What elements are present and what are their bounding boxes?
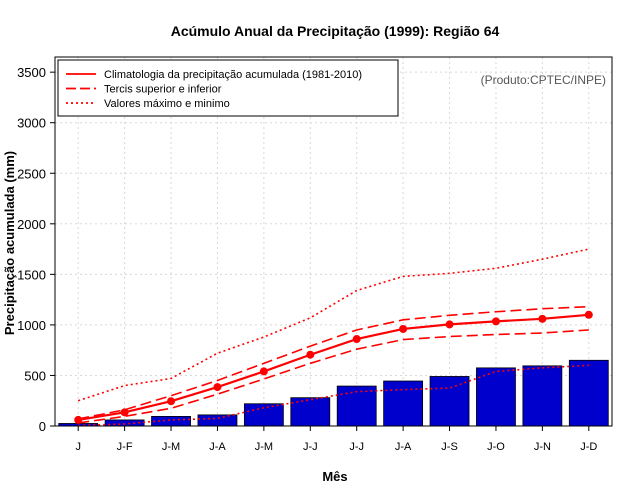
legend-entry-label: Climatologia da precipitação acumulada (… <box>104 69 362 81</box>
source-annotation: (Produto:CPTEC/INPE) <box>481 73 606 87</box>
y-tick-label: 1000 <box>17 318 46 333</box>
series-point <box>538 314 547 323</box>
y-tick-label: 500 <box>24 368 46 383</box>
legend-box <box>57 59 399 117</box>
x-tick-label: J-M <box>162 441 180 453</box>
bar <box>568 359 609 427</box>
series-point <box>259 367 268 376</box>
bar <box>243 403 284 427</box>
x-axis-label: Mês <box>322 469 347 484</box>
x-tick-label: J-O <box>487 441 505 453</box>
bar <box>476 367 516 427</box>
series-point <box>167 397 176 406</box>
bar <box>336 385 377 427</box>
series-point <box>399 324 408 333</box>
series-point <box>120 408 129 417</box>
legend-entry-label: Valores máximo e minimo <box>104 98 230 110</box>
bar <box>197 414 238 427</box>
series-point <box>306 350 315 359</box>
y-tick-label: 2000 <box>17 217 46 232</box>
y-tick-label: 2500 <box>17 166 46 181</box>
x-tick-label: J-S <box>441 441 458 453</box>
x-tick-label: J-J <box>349 441 364 453</box>
y-tick-label: 3000 <box>17 116 46 131</box>
legend-entry-label: Tercis superior e inferior <box>104 84 222 96</box>
line-series <box>74 248 593 427</box>
x-tick-label: J-J <box>303 441 318 453</box>
bar <box>522 365 563 427</box>
x-tick-label: J-M <box>255 441 273 453</box>
bar <box>429 376 470 427</box>
y-tick-label: 1500 <box>17 267 46 282</box>
x-tick-label: J <box>75 441 81 453</box>
series-point <box>491 317 500 326</box>
series-line-dashed <box>78 305 589 420</box>
series-point <box>352 335 361 344</box>
grid-lines <box>55 57 612 427</box>
x-tick-label: J-F <box>117 441 133 453</box>
plot-frame <box>54 56 613 427</box>
series-line-dashed <box>78 329 589 424</box>
x-tick-label: J-A <box>395 441 412 453</box>
y-axis-label: Precipitação acumulada (mm) <box>2 151 17 335</box>
series-line-solid <box>78 313 589 422</box>
series-point <box>213 383 222 392</box>
y-tick-label: 0 <box>39 419 46 434</box>
bar <box>383 380 424 427</box>
series-line-dotted <box>78 364 589 427</box>
bar <box>151 415 191 427</box>
x-tick-label: J-A <box>209 441 226 453</box>
series-point <box>584 310 593 319</box>
series-point <box>445 320 454 329</box>
series-line-dotted <box>77 248 589 402</box>
y-tick-label: 3500 <box>17 65 46 80</box>
x-tick-label: J-D <box>580 441 597 453</box>
legend: Climatologia da precipitação acumulada (… <box>57 59 399 117</box>
x-tick-label: J-N <box>534 441 551 453</box>
chart-title: Acúmulo Anual da Precipitação (1999): Re… <box>171 23 500 39</box>
axes: 0 500 1000 1500 2000 2500 3000 3500 J J-F J-M J-A J-… <box>17 56 613 453</box>
bar-series <box>58 359 609 427</box>
